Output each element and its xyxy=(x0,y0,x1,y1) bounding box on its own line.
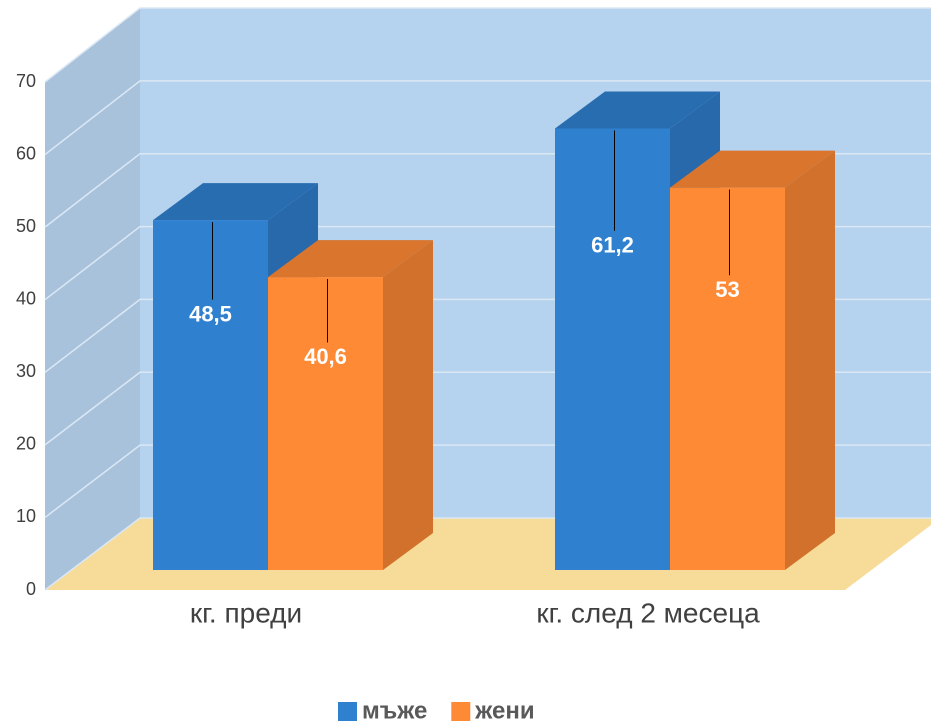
bar-top xyxy=(153,183,318,221)
data-label: 61,2 xyxy=(591,233,634,258)
grid-line xyxy=(44,7,931,83)
y-tick-label: 50 xyxy=(16,216,36,236)
data-label: 53 xyxy=(715,277,739,302)
x-tick-label: кг. след 2 месеца xyxy=(536,597,760,628)
x-tick-label: кг. преди xyxy=(190,597,302,628)
legend-swatch xyxy=(451,702,471,721)
bar xyxy=(268,277,383,570)
y-tick-label: 30 xyxy=(16,361,36,381)
y-tick-label: 0 xyxy=(26,579,36,599)
bar-top xyxy=(268,240,433,278)
legend-label: мъже xyxy=(362,697,427,724)
bar-top xyxy=(555,91,720,129)
y-tick-label: 70 xyxy=(16,71,36,91)
data-label: 40,6 xyxy=(304,344,347,369)
bar-top xyxy=(670,150,835,188)
bar-side xyxy=(785,150,835,570)
side-wall xyxy=(45,8,140,590)
grid-line xyxy=(44,80,931,156)
y-tick-label: 40 xyxy=(16,288,36,308)
y-tick-label: 60 xyxy=(16,143,36,163)
data-label: 48,5 xyxy=(189,301,232,326)
bar-side xyxy=(383,240,433,570)
legend-swatch xyxy=(338,702,357,721)
bar xyxy=(670,187,785,570)
bar xyxy=(555,128,670,570)
y-tick-label: 10 xyxy=(16,506,36,526)
y-tick-label: 20 xyxy=(16,434,36,454)
bar xyxy=(153,220,268,570)
legend-label: жени xyxy=(474,697,534,724)
